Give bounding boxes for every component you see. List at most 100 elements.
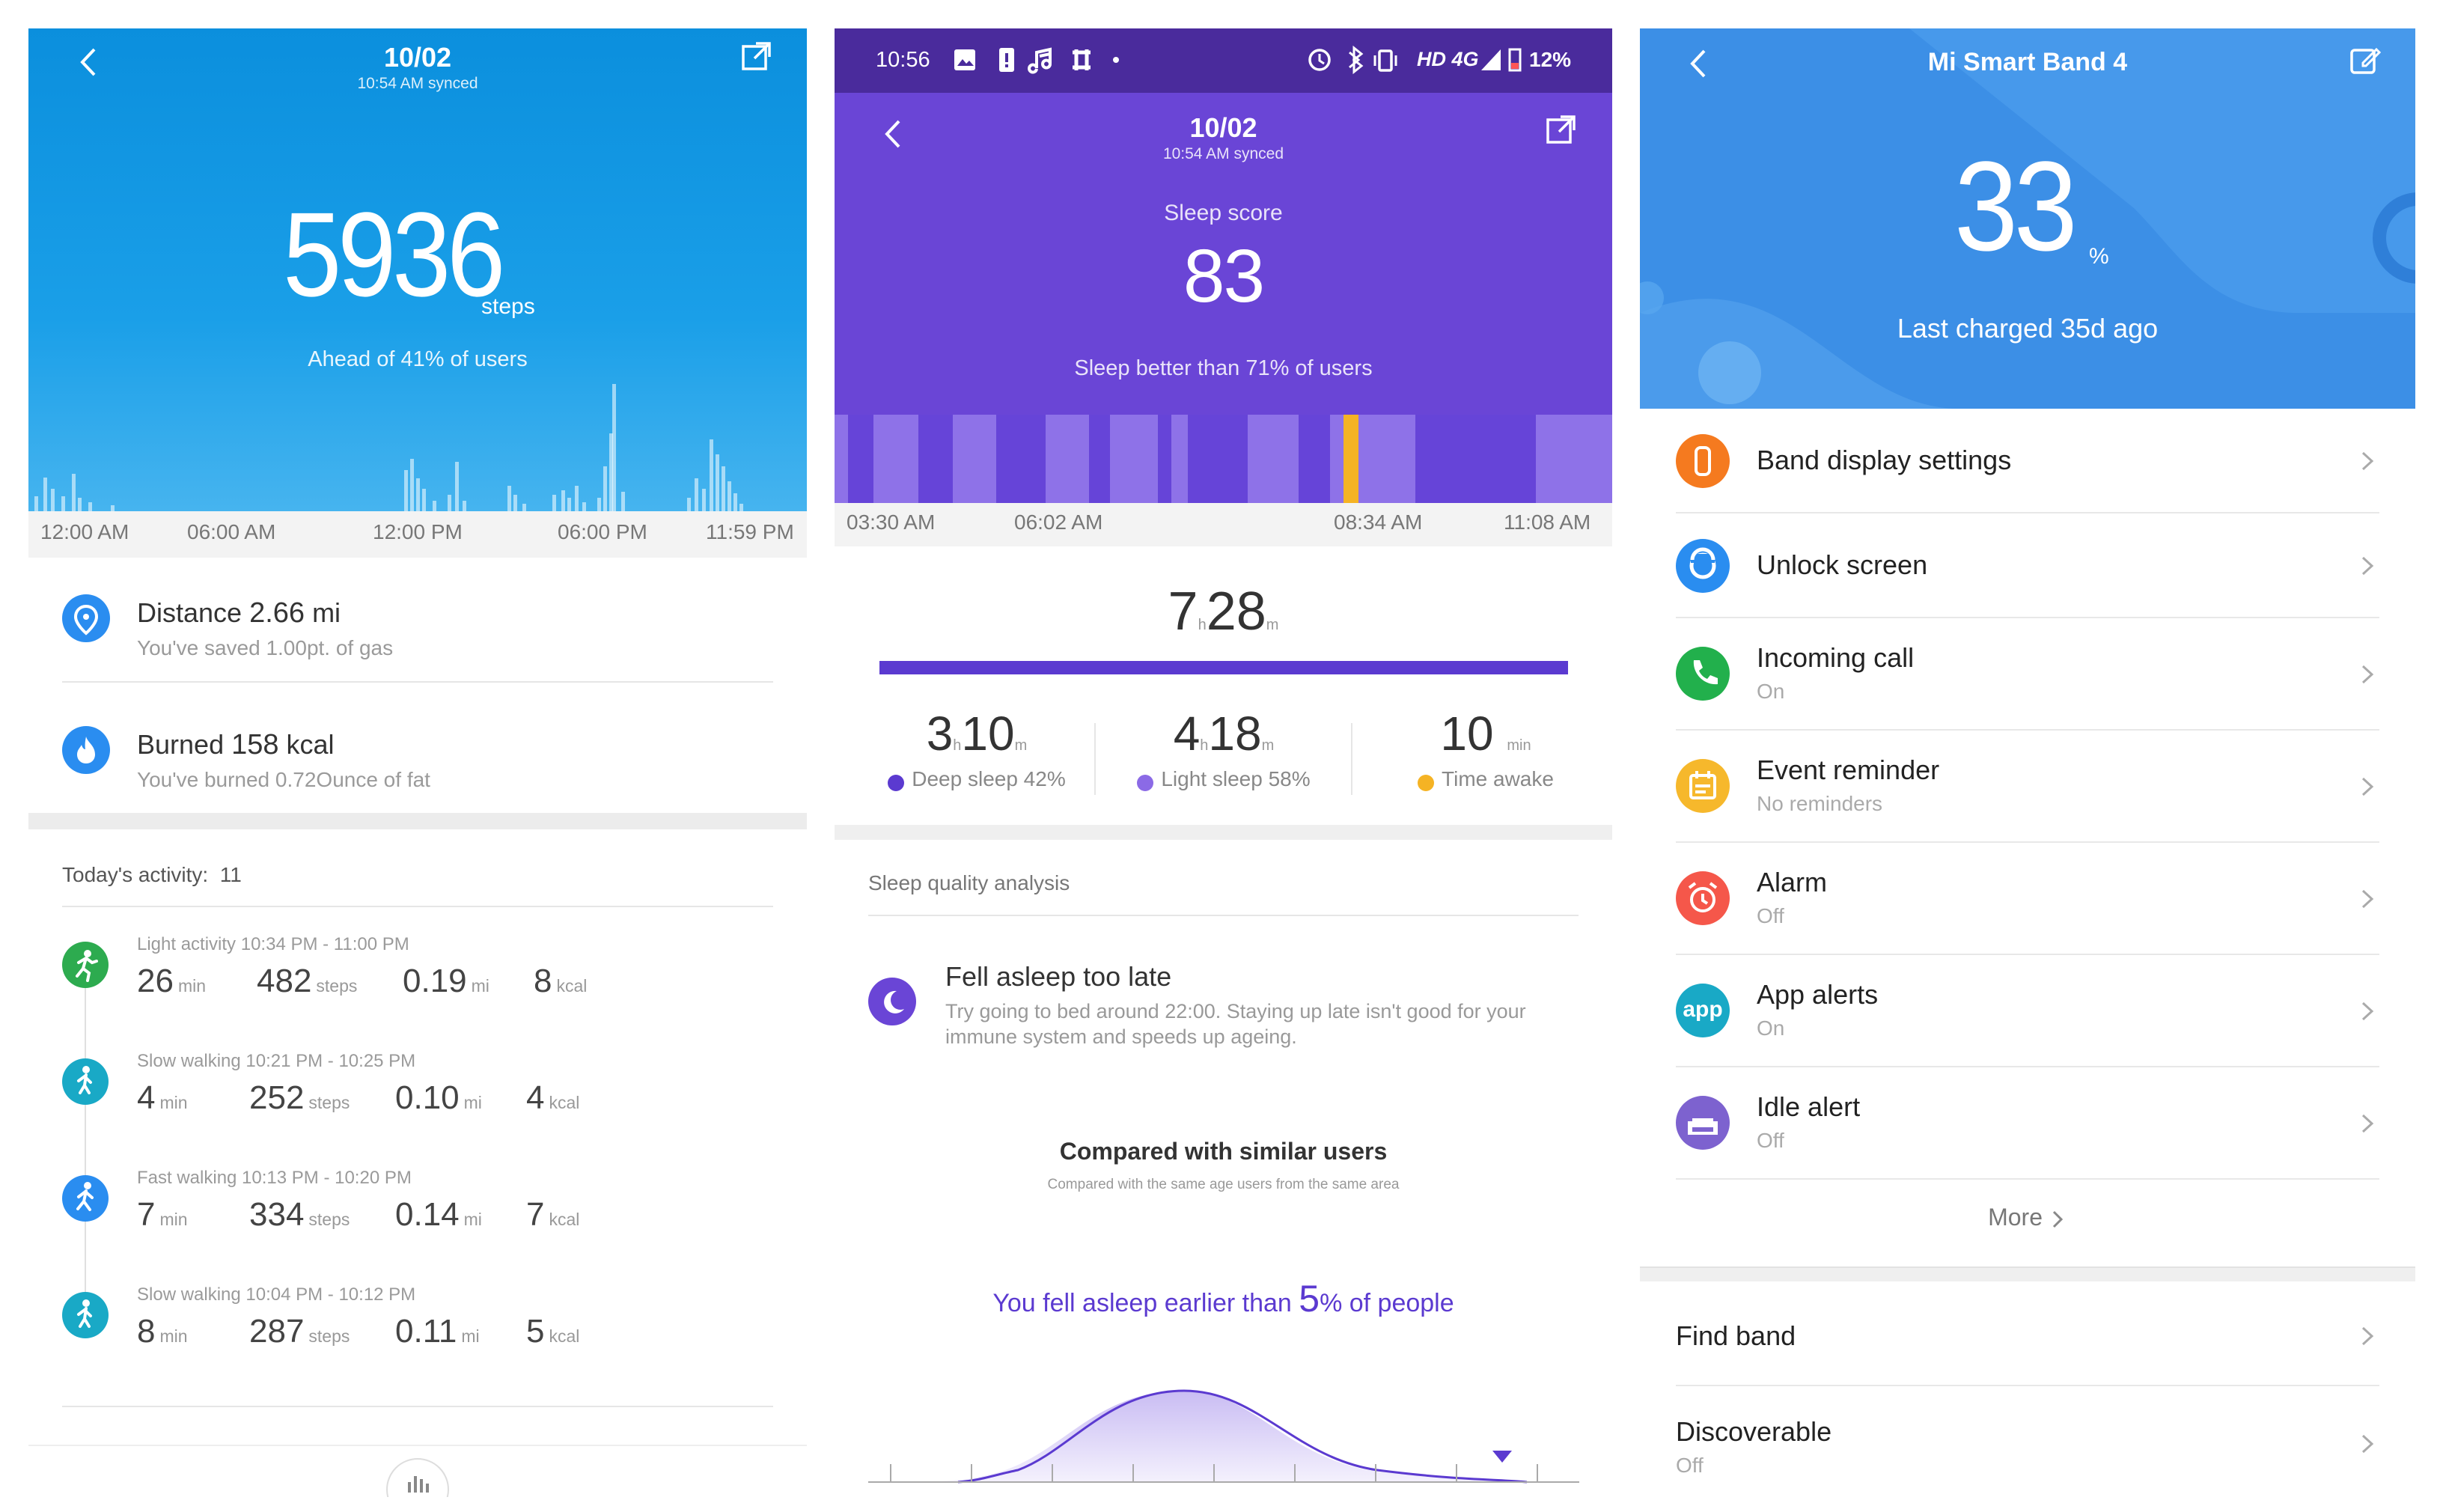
histogram-bar (552, 495, 556, 511)
sleep-segment-deep (1158, 415, 1171, 503)
distance-metric[interactable]: Distance 2.66 mi You've saved 1.00pt. of… (62, 582, 773, 680)
settings-item-title: Band display settings (1757, 445, 2012, 475)
settings-item-title: Unlock screen (1757, 549, 1928, 580)
activity-item[interactable]: Slow walking 10:04 PM - 10:12 PM 8 min 287… (62, 1284, 773, 1397)
deep-hours: 3 (926, 707, 954, 760)
steps-rank: Ahead of 41% of users (308, 347, 528, 371)
divider (62, 906, 773, 907)
sleep-segment-deep (848, 415, 873, 503)
settings-item-incoming-call[interactable]: Incoming call On (1676, 618, 2379, 731)
page-date: 10/02 (1189, 112, 1257, 143)
total-sleep: 7h28m (835, 581, 1612, 642)
histogram-bar (597, 498, 601, 511)
settings-item-value: On (1757, 1016, 1785, 1040)
burned-label: Burned (137, 729, 225, 760)
light-minutes: 18 (1208, 707, 1262, 760)
distance-value: 2.66 (249, 597, 305, 629)
alarm-clock-icon (1676, 871, 1730, 925)
activity-screen: 10/02 10:54 AM synced 5936 steps Ahead o… (28, 28, 807, 1497)
back-icon[interactable] (1683, 45, 1713, 82)
sofa-icon (1676, 1096, 1730, 1150)
activity-title: Light activity 10:34 PM - 11:00 PM (137, 934, 409, 954)
battery-percent-sign: % (2089, 244, 2109, 269)
compare-pre: You fell asleep earlier than (992, 1289, 1292, 1317)
divider (1351, 723, 1352, 795)
app-icon: app (1676, 984, 1730, 1037)
find-band-row[interactable]: Find band (1676, 1281, 2379, 1386)
activity-title: Slow walking 10:04 PM - 10:12 PM (137, 1284, 416, 1305)
sleep-segment-deep (1188, 415, 1248, 503)
bottom-divider (28, 1445, 807, 1446)
sleep-segment-light (1046, 415, 1089, 503)
activity-item[interactable]: Light activity 10:34 PM - 11:00 PM 26 min… (62, 934, 773, 1046)
battery-level: 33 % (1954, 133, 2109, 280)
time-axis: 03:30 AM 06:02 AM 08:34 AM 11:08 AM (835, 503, 1612, 546)
status-time: 10:56 (876, 48, 930, 72)
light-hours: 4 (1173, 707, 1201, 760)
activity-item[interactable]: Slow walking 10:21 PM - 10:25 PM 4 min 252… (62, 1051, 773, 1163)
histogram-bar (111, 505, 115, 511)
histogram-bar (88, 502, 92, 511)
unit-label: mi (471, 976, 489, 996)
activity-minutes: 4 (137, 1079, 156, 1116)
settings-item-unlock-screen[interactable]: Unlock screen (1676, 513, 2379, 618)
minute-unit: m (1261, 737, 1275, 754)
notification-icons (954, 47, 1119, 74)
compare-subtitle: Compared with the same age users from th… (1047, 1177, 1400, 1192)
chevron-right-icon (2361, 889, 2374, 909)
compare-post: % of people (1320, 1289, 1454, 1317)
band-settings-screen: Mi Smart Band 4 33 % Last charged 35d ag… (1640, 28, 2415, 1497)
sleep-segment-deep (918, 415, 953, 503)
settings-item-band-display[interactable]: Band display settings (1676, 409, 2379, 513)
histogram-bar (455, 462, 459, 511)
histogram-bar (513, 495, 517, 511)
calendar-icon (1676, 759, 1730, 813)
battery-header-panel: Mi Smart Band 4 33 % Last charged 35d ag… (1640, 28, 2415, 409)
phone-icon (1676, 647, 1730, 701)
settings-item-event-reminder[interactable]: Event reminder No reminders (1676, 731, 2379, 843)
unit-label: kcal (549, 1093, 580, 1112)
walking-person-icon (62, 1058, 109, 1105)
activity-steps: 252 (249, 1079, 305, 1116)
settings-item-idle-alert[interactable]: Idle alert Off (1676, 1067, 2379, 1180)
more-button[interactable]: More (1640, 1204, 2415, 1231)
burned-metric[interactable]: Burned 158 kcal You've burned 0.72Ounce … (62, 714, 773, 811)
sleep-segment-deep (1089, 415, 1110, 503)
axis-tick: 12:00 AM (40, 520, 129, 543)
histogram-bar (687, 498, 691, 511)
edit-icon[interactable] (2348, 43, 2382, 78)
activity-title: Fast walking 10:13 PM - 10:20 PM (137, 1168, 412, 1188)
histogram-bar (575, 486, 579, 511)
minute-unit: m (1266, 617, 1279, 633)
histogram-bar (463, 501, 466, 511)
hour-unit: h (1198, 617, 1207, 633)
share-icon[interactable] (1544, 112, 1579, 147)
deep-sleep-dot (888, 774, 905, 791)
settings-item-value: No reminders (1757, 792, 1883, 815)
unit-label: min (177, 976, 207, 996)
system-status-icons (1308, 45, 1397, 75)
unit-label: min (159, 1210, 188, 1229)
share-icon[interactable] (739, 39, 774, 73)
back-icon[interactable] (73, 43, 103, 81)
stats-button[interactable] (386, 1458, 449, 1497)
chevron-right-icon (2361, 665, 2374, 684)
minute-unit: m (1014, 737, 1028, 754)
sleep-segment-light (1358, 415, 1415, 503)
activity-item[interactable]: Fast walking 10:13 PM - 10:20 PM 7 min 334… (62, 1168, 773, 1280)
histogram-bar (603, 466, 607, 511)
bar-chart-icon (408, 1476, 429, 1493)
signal-battery-icon (1481, 48, 1522, 72)
discoverable-row[interactable]: Discoverable Off (1676, 1386, 2379, 1497)
settings-item-alarm[interactable]: Alarm Off (1676, 843, 2379, 955)
user-position-marker (1492, 1451, 1512, 1463)
back-icon[interactable] (878, 115, 908, 153)
settings-item-value: Off (1757, 904, 1784, 927)
histogram-bar (621, 492, 625, 511)
deep-minutes: 10 (961, 707, 1015, 760)
settings-item-app-alerts[interactable]: app App alerts On (1676, 955, 2379, 1067)
chevron-right-icon (2361, 451, 2374, 471)
activity-title: Slow walking 10:21 PM - 10:25 PM (137, 1051, 416, 1071)
histogram-bar (702, 489, 706, 511)
histogram-bar (416, 478, 420, 511)
